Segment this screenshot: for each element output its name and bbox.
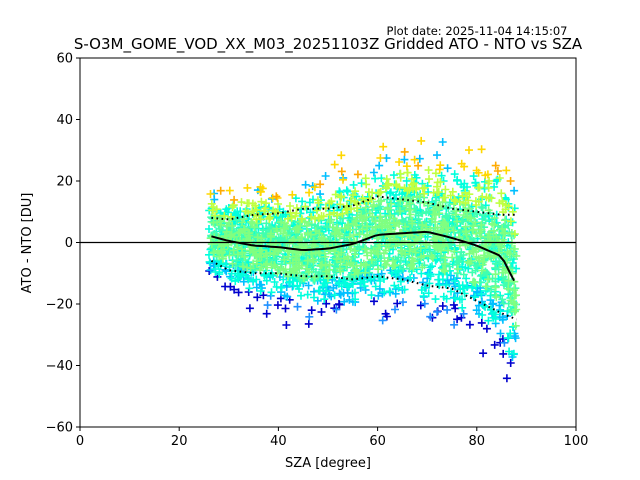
y-tick-label: 0 xyxy=(65,236,73,251)
y-tick-label: −20 xyxy=(46,298,73,313)
plot-date: Plot date: 2025-11-04 14:15:07 xyxy=(387,24,568,38)
x-axis-label: SZA [degree] xyxy=(285,456,371,471)
x-tick-label: 60 xyxy=(369,434,386,449)
scatter-points-color-8 xyxy=(216,147,515,204)
y-tick-label: −60 xyxy=(46,421,73,436)
y-tick-label: 60 xyxy=(56,52,73,67)
x-tick-label: 80 xyxy=(469,434,486,449)
x-tick-label: 20 xyxy=(171,434,188,449)
line-layer xyxy=(80,195,576,321)
y-axis-label: ATO - NTO [DU] xyxy=(20,193,35,294)
upper-percentile-line xyxy=(211,195,517,221)
axis-layer: 0 20 40 60 80 100 −60 −40 −20 0 20 40 60 xyxy=(46,52,589,450)
x-tick-label: 40 xyxy=(270,434,287,449)
y-tick-label: 40 xyxy=(56,113,73,128)
chart-title: S-O3M_GOME_VOD_XX_M03_20251103Z Gridded … xyxy=(74,35,583,54)
x-tick-label: 100 xyxy=(564,434,589,449)
y-tick-label: 20 xyxy=(56,175,73,190)
x-tick-label: 0 xyxy=(76,434,84,449)
median-line xyxy=(211,230,515,282)
scatter-layer xyxy=(205,136,521,383)
scatter-points-color-7 xyxy=(206,136,511,202)
scatter-points-color-0 xyxy=(205,267,515,383)
y-tick-label: −40 xyxy=(46,359,73,374)
